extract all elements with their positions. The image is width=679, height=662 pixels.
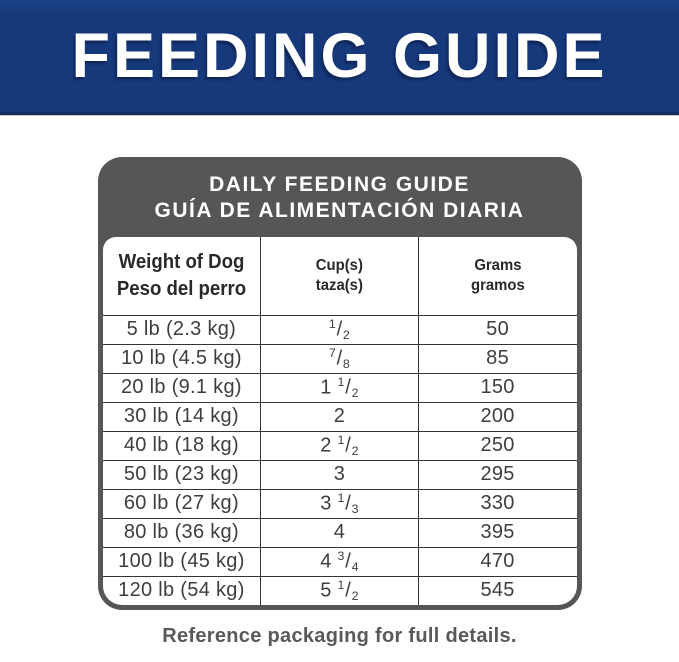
guide-title-spanish: GUÍA DE ALIMENTACIÓN DIARIA (154, 199, 525, 222)
table-row: 100 lb (45 kg) 4 3/4 470 (102, 546, 577, 576)
column-header-grams-en: Grams (474, 256, 522, 274)
column-header-grams: Grams gramos (417, 237, 577, 315)
cups-cell: 1 1/2 (260, 372, 419, 402)
column-header-weight-es: Peso del perro (116, 277, 247, 300)
weight-cell: 20 lb (9.1 kg) (102, 372, 261, 402)
table-row: 50 lb (23 kg) 3 295 (102, 459, 577, 489)
weight-cell: 80 lb (36 kg) (102, 517, 261, 547)
table-row: 40 lb (18 kg) 2 1/2 250 (102, 430, 577, 460)
grams-cell: 330 (417, 488, 577, 518)
table-row: 120 lb (54 kg) 5 1/2 545 (102, 575, 577, 605)
table-row: 10 lb (4.5 kg) 7/8 85 (102, 343, 577, 373)
feeding-table: Weight of Dog Peso del perro Cup(s) taza… (102, 237, 577, 605)
guide-title-english: DAILY FEEDING GUIDE (209, 173, 470, 196)
grams-cell: 250 (417, 430, 577, 460)
cups-cell: 4 (260, 517, 419, 547)
cups-cell: 2 1/2 (260, 430, 419, 460)
weight-cell: 10 lb (4.5 kg) (102, 343, 261, 373)
table-row: 5 lb (2.3 kg) 1/2 50 (102, 314, 577, 344)
guide-card-header: DAILY FEEDING GUIDE GUÍA DE ALIMENTACIÓN… (103, 157, 577, 237)
grams-cell: 545 (417, 575, 577, 605)
grams-cell: 50 (417, 314, 577, 344)
cups-cell: 1/2 (260, 314, 419, 344)
cups-cell: 3 1/3 (260, 488, 419, 518)
weight-cell: 50 lb (23 kg) (102, 459, 261, 489)
guide-card-body: Weight of Dog Peso del perro Cup(s) taza… (102, 237, 577, 605)
feeding-guide-banner: FEEDING GUIDE (0, 0, 679, 115)
column-header-weight: Weight of Dog Peso del perro (103, 237, 261, 315)
cups-cell: 4 3/4 (260, 546, 419, 576)
column-header-cups: Cup(s) taza(s) (260, 237, 419, 315)
cups-cell: 3 (260, 459, 419, 489)
cups-cell: 5 1/2 (260, 575, 419, 605)
table-row: 30 lb (14 kg) 2 200 (102, 401, 577, 431)
daily-feeding-guide-card: DAILY FEEDING GUIDE GUÍA DE ALIMENTACIÓN… (97, 157, 582, 610)
cups-cell: 2 (260, 401, 419, 431)
weight-cell: 5 lb (2.3 kg) (102, 314, 261, 344)
weight-cell: 40 lb (18 kg) (102, 430, 261, 460)
weight-cell: 100 lb (45 kg) (102, 546, 261, 576)
column-header-row: Weight of Dog Peso del perro Cup(s) taza… (103, 237, 577, 315)
grams-cell: 150 (417, 372, 577, 402)
cups-cell: 7/8 (260, 343, 419, 373)
feeding-table-head: Weight of Dog Peso del perro Cup(s) taza… (103, 237, 577, 315)
feeding-table-body: 5 lb (2.3 kg) 1/2 50 10 lb (4.5 kg) 7/8 85 20 … (102, 314, 577, 605)
grams-cell: 85 (417, 343, 577, 373)
grams-cell: 200 (417, 401, 577, 431)
column-header-grams-es: gramos (470, 276, 525, 294)
weight-cell: 120 lb (54 kg) (102, 575, 261, 605)
grams-cell: 395 (417, 517, 577, 547)
column-header-cups-es: taza(s) (315, 276, 364, 294)
column-header-weight-en: Weight of Dog (118, 250, 245, 273)
column-header-cups-en: Cup(s) (315, 256, 364, 274)
footer-note: Reference packaging for full details. (162, 625, 517, 647)
table-row: 60 lb (27 kg) 3 1/3 330 (102, 488, 577, 518)
table-row: 80 lb (36 kg) 4 395 (102, 517, 577, 547)
weight-cell: 60 lb (27 kg) (102, 488, 261, 518)
weight-cell: 30 lb (14 kg) (102, 401, 261, 431)
grams-cell: 470 (417, 546, 577, 576)
grams-cell: 295 (417, 459, 577, 489)
table-row: 20 lb (9.1 kg) 1 1/2 150 (102, 372, 577, 402)
banner-title: FEEDING GUIDE (71, 21, 608, 91)
